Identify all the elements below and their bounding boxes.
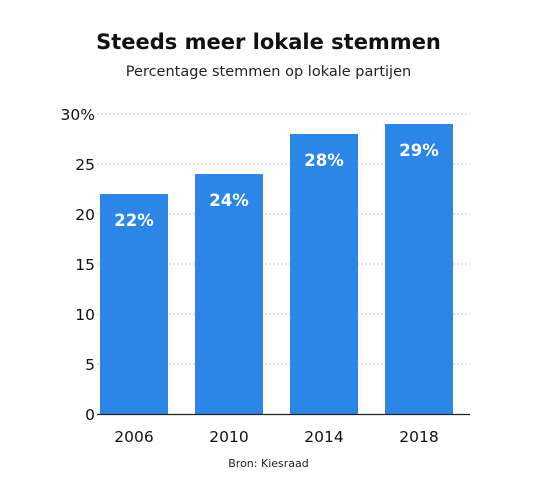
y-tick-label: 25	[75, 156, 95, 174]
bar-value-label: 28%	[304, 151, 344, 170]
bars	[100, 124, 453, 414]
y-axis-ticks: 0 5 10 15 20 25 30%	[61, 106, 95, 424]
bar	[290, 134, 358, 414]
bar	[385, 124, 453, 414]
y-tick-label: 20	[75, 206, 95, 224]
chart-title: Steeds meer lokale stemmen	[96, 30, 441, 54]
x-tick-label: 2006	[114, 428, 153, 446]
chart-subtitle: Percentage stemmen op lokale partijen	[125, 64, 412, 80]
bar	[100, 194, 168, 414]
bar-value-label: 24%	[209, 191, 249, 210]
y-tick-label: 10	[75, 306, 95, 324]
source-note: Bron: Kiesraad	[228, 457, 309, 470]
bar-value-labels: 22% 24% 28% 29%	[114, 141, 439, 230]
x-axis-ticks: 2006 2010 2014 2018	[114, 428, 438, 446]
bar-value-label: 29%	[399, 141, 439, 160]
y-tick-label: 0	[85, 406, 95, 424]
x-tick-label: 2010	[209, 428, 248, 446]
bar	[195, 174, 263, 414]
y-tick-label: 5	[85, 356, 95, 374]
x-tick-label: 2014	[304, 428, 343, 446]
y-tick-label: 30%	[61, 106, 95, 124]
bar-value-label: 22%	[114, 211, 154, 230]
x-tick-label: 2018	[399, 428, 438, 446]
y-tick-label: 15	[75, 256, 95, 274]
